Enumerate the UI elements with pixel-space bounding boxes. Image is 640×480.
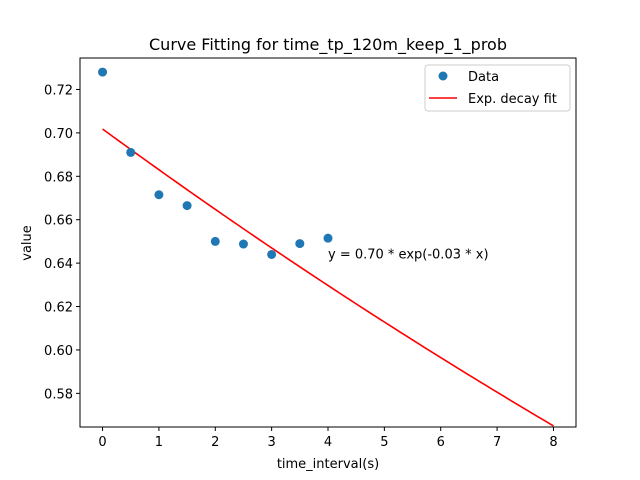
legend-label-data: Data <box>468 70 499 85</box>
fit-equation-annotation: y = 0.70 * exp(-0.03 * x) <box>328 247 489 262</box>
y-axis-label: value <box>20 225 35 261</box>
y-tick-label: 0.58 <box>44 387 73 402</box>
x-tick-label: 2 <box>211 435 219 450</box>
y-tick-label: 0.60 <box>44 344 73 359</box>
data-point <box>295 239 305 249</box>
data-point <box>98 67 108 77</box>
y-tick-label: 0.62 <box>44 301 73 316</box>
x-tick-label: 6 <box>437 435 445 450</box>
x-tick-label: 5 <box>380 435 388 450</box>
x-tick-label: 7 <box>493 435 501 450</box>
y-tick-label: 0.72 <box>44 83 73 98</box>
data-point <box>238 239 248 249</box>
plot-area <box>79 57 577 428</box>
legend-label-fit: Exp. decay fit <box>468 92 557 107</box>
x-axis-label: time_interval(s) <box>277 457 379 472</box>
y-tick-label: 0.64 <box>44 257 73 272</box>
data-point <box>267 249 277 259</box>
x-tick-label: 3 <box>267 435 275 450</box>
x-tick-label: 0 <box>98 435 106 450</box>
x-tick-label: 4 <box>324 435 332 450</box>
data-point <box>154 190 164 200</box>
y-tick-label: 0.68 <box>44 170 73 185</box>
data-point <box>323 233 333 243</box>
fit-line <box>102 128 554 427</box>
data-point <box>210 236 220 246</box>
legend: Data Exp. decay fit <box>424 64 571 112</box>
y-tick-label: 0.66 <box>44 214 73 229</box>
x-tick-label: 1 <box>155 435 163 450</box>
data-point <box>182 201 192 211</box>
legend-box <box>424 64 571 112</box>
legend-marker-data <box>438 71 448 81</box>
chart-title: Curve Fitting for time_tp_120m_keep_1_pr… <box>149 35 507 55</box>
x-tick-label: 8 <box>549 435 557 450</box>
y-axis: 0.58 0.60 0.62 0.64 0.66 0.68 0.70 0.72 <box>44 83 80 402</box>
x-axis: 0 1 2 3 4 5 6 7 8 <box>98 427 558 450</box>
y-tick-label: 0.70 <box>44 127 73 142</box>
data-point <box>126 147 136 157</box>
